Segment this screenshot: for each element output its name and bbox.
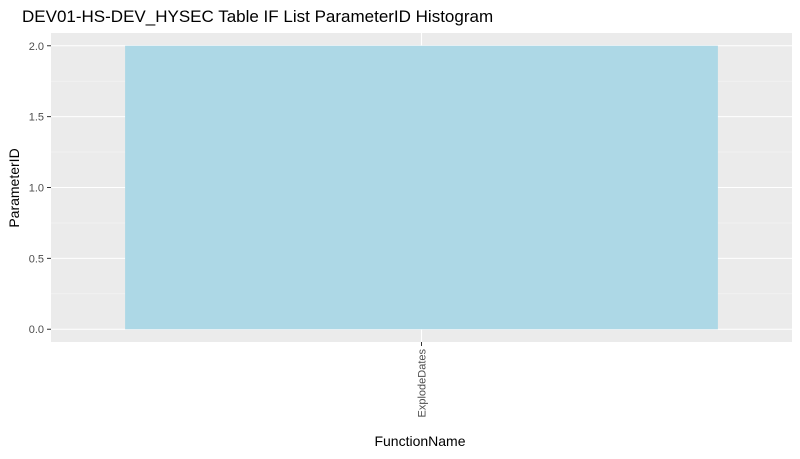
chart-title: DEV01-HS-DEV_HYSEC Table IF List Paramet… <box>22 7 493 26</box>
y-tick-label: 0.0 <box>29 324 44 336</box>
y-tick-label: 0.5 <box>29 253 44 265</box>
y-tick-label: 2.0 <box>29 41 44 53</box>
y-tick-label: 1.0 <box>29 183 44 195</box>
y-tick-label: 1.5 <box>29 112 44 124</box>
bars-group <box>125 45 718 330</box>
y-axis-title: ParameterID <box>6 148 22 227</box>
x-tick-label: ExplodeDates <box>417 349 429 418</box>
x-axis: ExplodeDates <box>417 342 429 418</box>
x-axis-title: FunctionName <box>374 433 465 449</box>
y-axis: 0.0 0.5 1.0 1.5 2.0 <box>29 41 51 336</box>
bar-explodedates <box>125 45 718 330</box>
